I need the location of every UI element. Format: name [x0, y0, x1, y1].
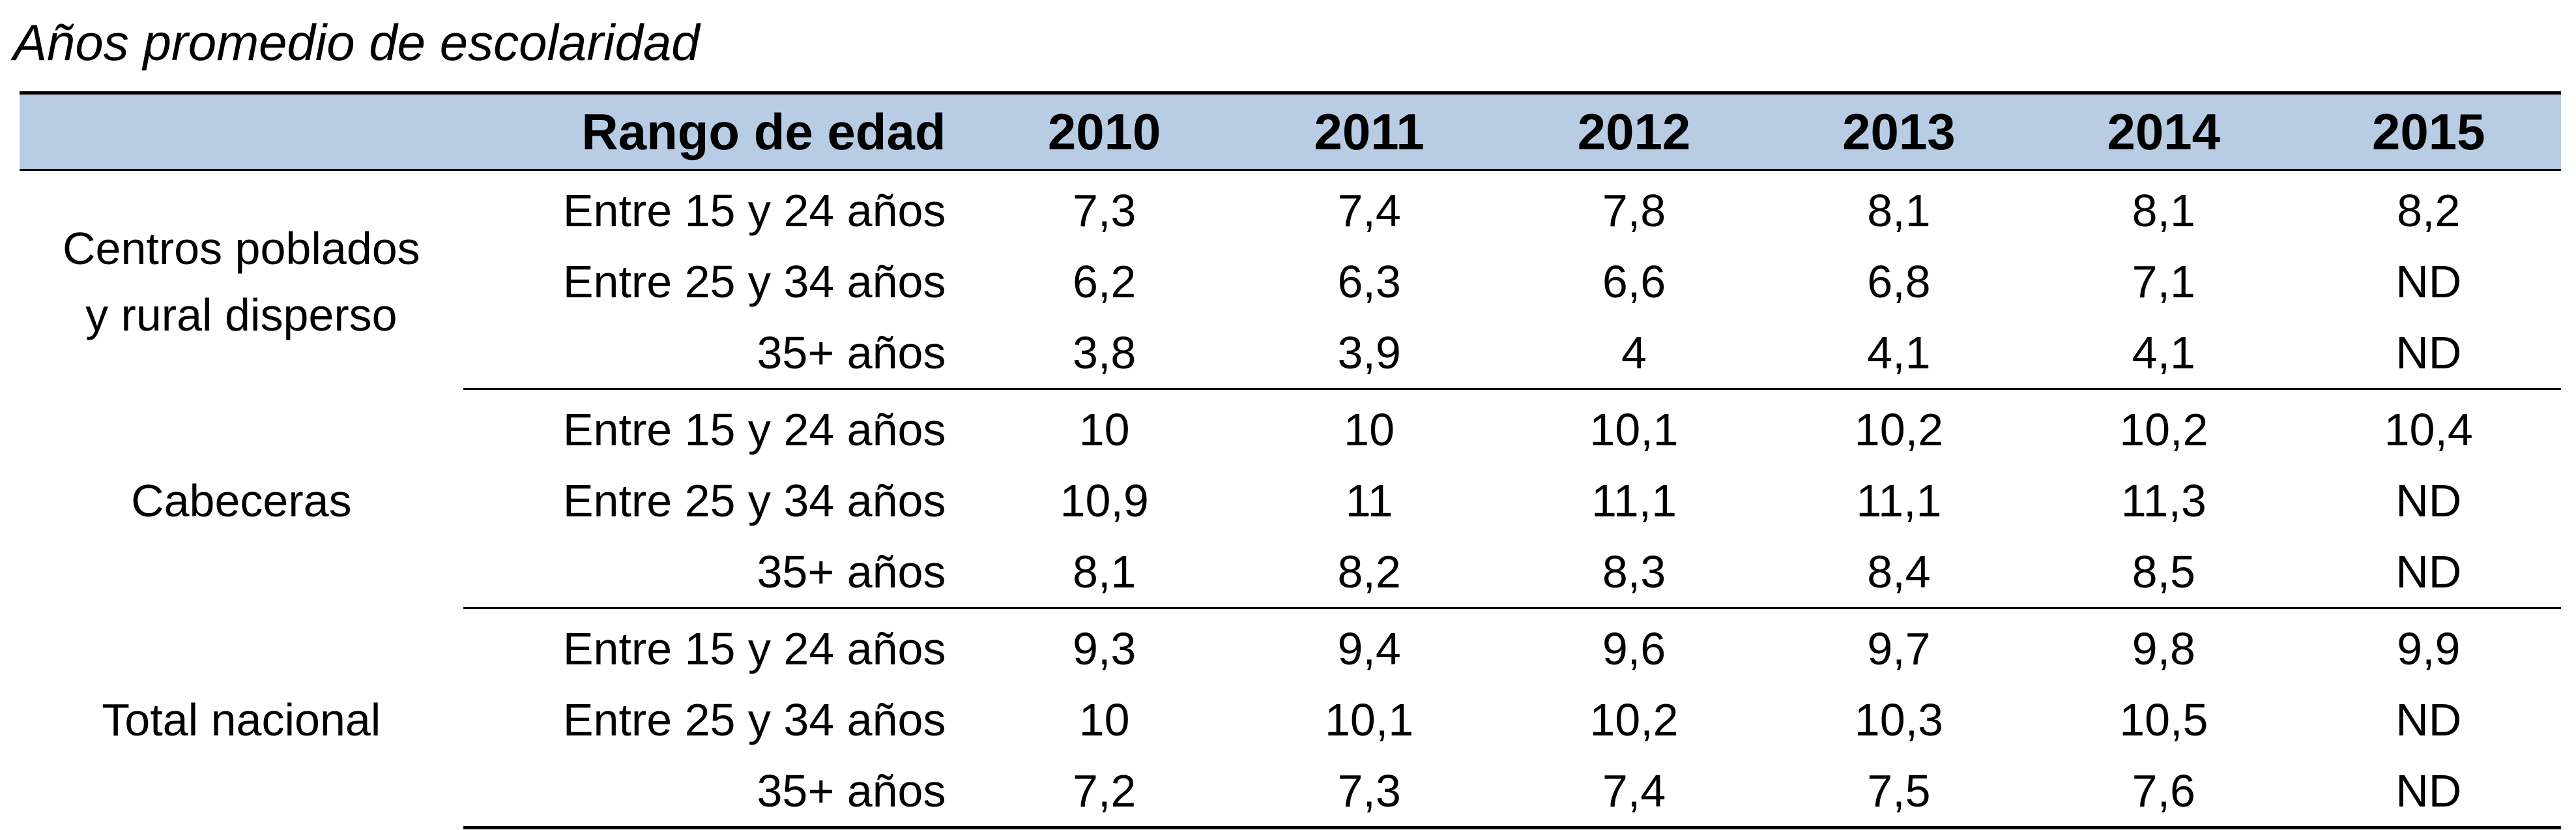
value-cell: 11,1	[1856, 475, 1942, 526]
value-cell: 7,8	[1602, 185, 1666, 236]
age-range-cell: Entre 15 y 24 años	[562, 404, 946, 455]
value-cell: 10,2	[1589, 694, 1679, 745]
header-year: 2010	[972, 91, 1237, 171]
table-row: 35+ años 3,8 3,9 4 4,1 4,1 ND	[20, 317, 2561, 390]
value-cell: 8,2	[1236, 536, 1502, 609]
header-year: 2011	[1236, 91, 1502, 171]
value-cell: 9,3	[1073, 623, 1136, 674]
value-cell: 7,4	[1337, 185, 1401, 236]
age-range-cell: Entre 25 y 34 años	[562, 694, 946, 745]
group-block: Centros poblados y rural disperso Entre …	[20, 170, 2561, 390]
value-cell: 3,8	[972, 317, 1237, 390]
value-cell: 9,6	[1602, 623, 1666, 674]
table-row: Total nacional Entre 15 y 24 años 9,3 9,…	[20, 608, 2561, 746]
value-cell: 6,2	[1073, 256, 1136, 307]
table-row: Entre 25 y 34 años 6,2 6,3 6,6 6,8 7,1 N…	[20, 246, 2561, 317]
value-cell: 8,4	[1766, 536, 2032, 609]
age-range-cell: 35+ años	[463, 317, 972, 390]
group-label-cell: Centros poblados y rural disperso	[20, 170, 463, 389]
value-cell: 11,3	[2120, 475, 2207, 526]
value-cell: 9,9	[2397, 623, 2461, 674]
age-range-cell: Entre 25 y 34 años	[562, 475, 946, 526]
value-cell: 8,1	[972, 536, 1237, 609]
header-age-range: Rango de edad	[463, 91, 972, 171]
value-cell: 10	[1078, 694, 1130, 745]
header-row: Rango de edad 2010 2011 2012 2013 2014 2…	[20, 91, 2561, 171]
table-title: Años promedio de escolaridad	[13, 14, 700, 71]
value-cell: ND	[2395, 475, 2462, 526]
group-block: Total nacional Entre 15 y 24 años 9,3 9,…	[20, 608, 2561, 829]
value-cell: 6,8	[1867, 256, 1931, 307]
header-year: 2015	[2296, 91, 2561, 171]
value-cell: 7,5	[1766, 755, 2032, 829]
age-range-cell: Entre 25 y 34 años	[562, 256, 946, 307]
value-cell: 6,6	[1602, 256, 1666, 307]
age-range-cell: 35+ años	[463, 755, 972, 829]
value-cell: 8,1	[1867, 185, 1931, 236]
value-cell: 10,1	[1589, 404, 1679, 455]
value-cell: 10,2	[1854, 404, 1944, 455]
header-year: 2013	[1766, 91, 2032, 171]
value-cell: 4,1	[1766, 317, 2032, 390]
value-cell: 10	[1078, 404, 1130, 455]
value-cell: 11	[1345, 475, 1393, 526]
value-cell: 7,1	[2132, 256, 2195, 307]
table-header: Rango de edad 2010 2011 2012 2013 2014 2…	[20, 91, 2561, 171]
value-cell: 4	[1501, 317, 1767, 390]
table-row: 35+ años 8,1 8,2 8,3 8,4 8,5 ND	[20, 536, 2561, 609]
group-label: Total nacional	[102, 694, 381, 745]
value-cell: 10,5	[2119, 694, 2208, 745]
table-row: Centros poblados y rural disperso Entre …	[20, 170, 2561, 341]
value-cell: ND	[2395, 256, 2462, 307]
value-cell: 10,4	[2384, 404, 2473, 455]
header-year: 2012	[1501, 91, 1767, 171]
value-cell: 8,1	[2132, 185, 2195, 236]
value-cell: 7,3	[1073, 185, 1136, 236]
value-cell: 9,4	[1337, 623, 1401, 674]
value-cell: ND	[2296, 317, 2561, 390]
value-cell: 10,2	[2119, 404, 2208, 455]
value-cell: 10,9	[1060, 475, 1149, 526]
value-cell: 3,9	[1236, 317, 1502, 390]
value-cell: 6,3	[1337, 256, 1401, 307]
value-cell: 7,4	[1501, 755, 1767, 829]
value-cell: 10,3	[1854, 694, 1944, 745]
value-cell: 10	[1344, 404, 1395, 455]
value-cell: 8,2	[2397, 185, 2461, 236]
value-cell: 9,8	[2132, 623, 2195, 674]
value-cell: 7,2	[972, 755, 1237, 829]
value-cell: 9,7	[1867, 623, 1931, 674]
value-cell: ND	[2296, 755, 2561, 829]
value-cell: 7,3	[1236, 755, 1502, 829]
value-cell: ND	[2395, 694, 2462, 745]
table-row: Cabeceras Entre 15 y 24 años 10 10 10,1 …	[20, 389, 2561, 526]
value-cell: 7,6	[2031, 755, 2296, 829]
table-row: Entre 25 y 34 años 10,9 11 11,1 11,1 11,…	[20, 465, 2561, 536]
group-label: Centros poblados y rural disperso	[63, 223, 420, 341]
age-range-cell: Entre 15 y 24 años	[562, 623, 946, 674]
group-label-cell: Cabeceras	[20, 389, 463, 608]
value-cell: 10,1	[1324, 694, 1414, 745]
age-range-cell: Entre 15 y 24 años	[562, 185, 946, 236]
table-row: 35+ años 7,2 7,3 7,4 7,5 7,6 ND	[20, 755, 2561, 829]
value-cell: 8,5	[2031, 536, 2296, 609]
value-cell: 11,1	[1591, 475, 1677, 526]
value-cell: 4,1	[2031, 317, 2296, 390]
header-year: 2014	[2031, 91, 2296, 171]
group-label-cell: Total nacional	[20, 608, 463, 828]
header-group	[20, 91, 463, 171]
age-range-cell: 35+ años	[463, 536, 972, 609]
schooling-table: Rango de edad 2010 2011 2012 2013 2014 2…	[20, 91, 2561, 829]
group-block: Cabeceras Entre 15 y 24 años 10 10 10,1 …	[20, 389, 2561, 609]
table-row: Entre 25 y 34 años 10 10,1 10,2 10,3 10,…	[20, 684, 2561, 755]
group-label: Cabeceras	[131, 475, 352, 526]
value-cell: 8,3	[1501, 536, 1767, 609]
value-cell: ND	[2296, 536, 2561, 609]
